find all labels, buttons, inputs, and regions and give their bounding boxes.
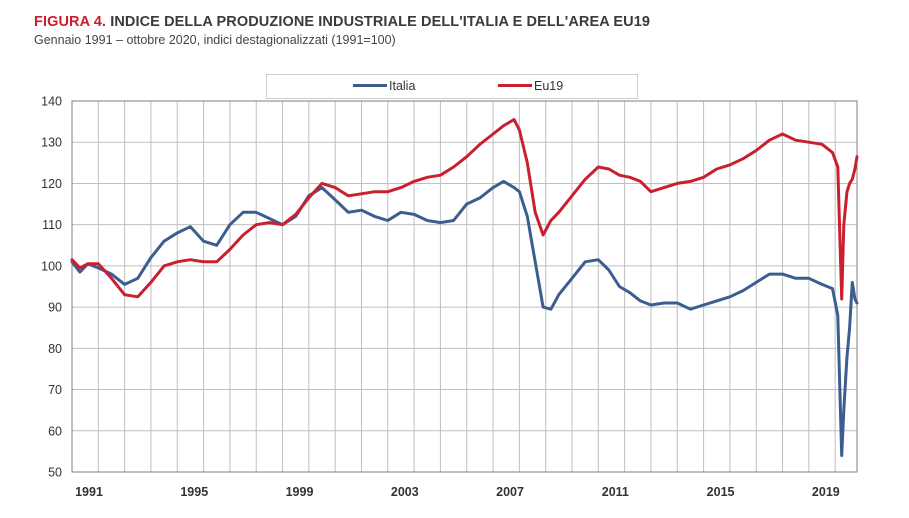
- x-tick-label: 1999: [286, 485, 314, 499]
- plot-frame: [71, 100, 858, 473]
- legend-item-italia: Italia: [353, 79, 415, 93]
- y-tick-label: 100: [41, 259, 62, 273]
- legend-swatch-eu19: [498, 84, 532, 88]
- x-tick-label: 1991: [75, 485, 103, 499]
- series-line-italia: [70, 179, 859, 457]
- chart-grid: [71, 100, 858, 473]
- figure-label: FIGURA 4.: [34, 14, 107, 30]
- chart-subtitle: Gennaio 1991 – ottobre 2020, indici dest…: [34, 33, 396, 47]
- y-tick-label: 60: [48, 424, 62, 438]
- legend-label-eu19: Eu19: [534, 79, 564, 93]
- y-tick-label: 80: [48, 342, 62, 356]
- y-axis-ticks: 50 60 70 80 90 100 110 120 130 140: [41, 95, 62, 480]
- chart-header: FIGURA 4. INDICE DELLA PRODUZIONE INDUST…: [34, 14, 650, 47]
- y-tick-label: 70: [48, 383, 62, 397]
- x-axis-ticks: 1991 1995 1999 2003 2007 2011 2015 2019: [75, 485, 840, 499]
- y-tick-label: 120: [41, 177, 62, 191]
- chart-series: [70, 118, 859, 457]
- x-tick-label: 2019: [812, 485, 840, 499]
- x-tick-label: 1995: [180, 485, 208, 499]
- y-tick-label: 140: [41, 95, 62, 109]
- y-tick-label: 110: [42, 218, 62, 232]
- figure-title: INDICE DELLA PRODUZIONE INDUSTRIALE DELL…: [110, 14, 651, 30]
- x-tick-label: 2003: [391, 485, 419, 499]
- y-tick-label: 50: [48, 466, 62, 480]
- y-tick-label: 130: [41, 136, 62, 150]
- x-tick-label: 2015: [707, 485, 735, 499]
- series-line-eu19: [70, 118, 859, 301]
- legend-label-italia: Italia: [389, 79, 416, 93]
- chart-title: FIGURA 4. INDICE DELLA PRODUZIONE INDUST…: [34, 14, 650, 30]
- x-tick-label: 2007: [496, 485, 524, 499]
- legend-swatch-italia: [353, 84, 387, 88]
- chart-legend: Italia Eu19: [266, 74, 638, 99]
- y-tick-label: 90: [48, 301, 62, 315]
- x-tick-label: 2011: [602, 485, 629, 499]
- legend-item-eu19: Eu19: [498, 79, 563, 93]
